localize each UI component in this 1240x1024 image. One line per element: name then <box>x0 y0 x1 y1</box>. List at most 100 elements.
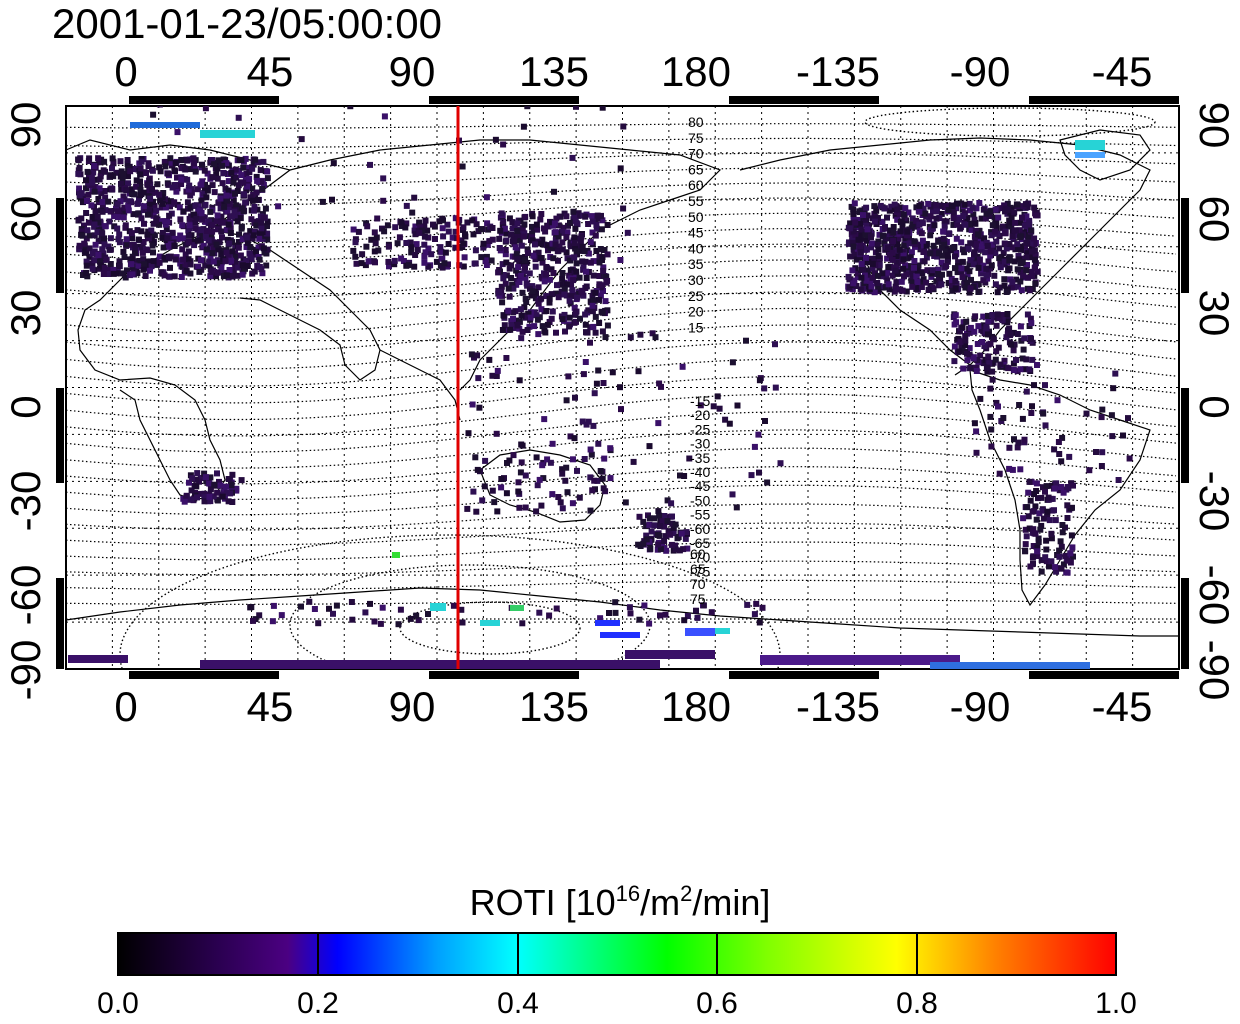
roti-cell <box>519 289 526 296</box>
roti-cell <box>590 323 597 330</box>
roti-cell <box>575 212 582 219</box>
roti-cell <box>970 355 977 362</box>
roti-cell <box>238 477 245 484</box>
roti-cell <box>1052 564 1058 571</box>
roti-cell <box>1075 140 1105 150</box>
roti-cell <box>201 493 208 500</box>
roti-cell <box>163 226 170 232</box>
roti-cell <box>127 198 134 205</box>
roti-cell <box>857 249 864 256</box>
roti-cell <box>509 219 516 226</box>
roti-cell <box>201 490 208 497</box>
contour-label: 65 <box>690 561 706 577</box>
roti-cell <box>1022 547 1029 554</box>
roti-cell <box>550 245 557 252</box>
contour-line <box>66 466 1177 500</box>
contour-line <box>66 522 1177 546</box>
roti-cell <box>1002 230 1009 237</box>
roti-cell <box>232 259 238 266</box>
roti-cell <box>904 232 910 239</box>
roti-cell <box>391 261 398 268</box>
roti-cell <box>521 221 528 228</box>
roti-cell <box>985 258 992 265</box>
roti-cell <box>223 483 229 490</box>
roti-cell <box>105 198 112 205</box>
roti-cell <box>83 249 90 256</box>
roti-cell <box>1093 449 1099 455</box>
roti-cell <box>999 312 1006 318</box>
roti-cell <box>911 264 917 271</box>
roti-cell <box>496 292 503 299</box>
roti-cell <box>436 218 443 225</box>
roti-cell <box>103 256 110 263</box>
roti-cell <box>617 165 624 172</box>
roti-cell <box>871 203 878 210</box>
roti-cell <box>563 397 570 404</box>
roti-cell <box>409 209 416 216</box>
roti-cell <box>244 239 251 246</box>
roti-cell <box>710 403 717 410</box>
roti-cell <box>993 238 1000 245</box>
roti-cell <box>92 176 99 183</box>
roti-cell <box>541 416 548 423</box>
roti-cell <box>213 171 220 178</box>
roti-cell <box>202 106 209 112</box>
contour-label: -45 <box>690 478 710 494</box>
roti-cell <box>571 304 578 311</box>
roti-cell <box>1030 526 1037 533</box>
roti-cell <box>174 235 181 242</box>
roti-cell <box>949 244 956 251</box>
roti-cell <box>128 186 135 193</box>
roti-cell <box>473 221 480 228</box>
roti-cell <box>991 272 998 279</box>
roti-cell <box>225 178 232 185</box>
roti-cell <box>595 367 602 374</box>
roti-cell <box>122 222 129 229</box>
roti-cell <box>202 262 209 269</box>
roti-cell <box>199 216 206 223</box>
roti-cell <box>137 166 144 172</box>
roti-cell <box>576 274 583 281</box>
roti-cell <box>218 213 225 220</box>
roti-cell <box>243 258 250 264</box>
roti-cell <box>124 157 131 163</box>
y-tick-left: -90 <box>2 639 49 701</box>
roti-cell <box>573 248 580 255</box>
roti-cell <box>590 422 597 429</box>
roti-cell <box>543 271 550 278</box>
roti-cell <box>640 518 647 525</box>
roti-cell <box>1003 245 1010 252</box>
roti-cell <box>185 232 192 239</box>
roti-cell <box>182 251 189 258</box>
roti-cell <box>582 321 589 328</box>
roti-cell <box>966 329 973 336</box>
roti-cell <box>1110 385 1117 392</box>
colorbar-title-main: ROTI [10 <box>469 882 616 923</box>
roti-cell <box>138 228 145 235</box>
roti-cell <box>85 191 92 198</box>
roti-cell <box>935 271 942 277</box>
roti-cell <box>563 249 570 256</box>
roti-cell <box>311 606 318 612</box>
roti-cell <box>1029 508 1036 515</box>
roti-cell <box>877 202 884 209</box>
roti-cell <box>247 244 254 251</box>
roti-cell <box>869 260 876 267</box>
roti-cell <box>256 264 263 270</box>
roti-cell <box>459 619 466 626</box>
roti-cell <box>686 455 693 462</box>
roti-cell <box>1109 433 1116 440</box>
roti-cell <box>90 169 97 176</box>
roti-cell <box>371 229 378 236</box>
roti-cell <box>1027 239 1034 246</box>
roti-cell <box>169 184 176 191</box>
roti-cell <box>902 205 909 212</box>
roti-cell <box>137 171 144 178</box>
roti-cell <box>522 504 529 511</box>
roti-cell <box>538 295 545 302</box>
roti-cell <box>1036 510 1043 517</box>
roti-cell <box>76 246 83 253</box>
roti-cell <box>557 281 564 288</box>
roti-cell <box>1054 397 1061 404</box>
roti-cell <box>92 241 99 248</box>
